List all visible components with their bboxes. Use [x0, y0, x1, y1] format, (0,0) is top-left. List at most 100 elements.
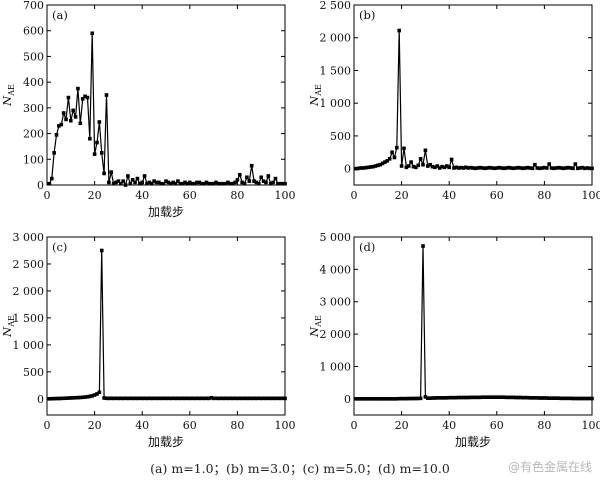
data-point — [202, 396, 206, 401]
data-point — [166, 396, 171, 401]
data-point — [140, 180, 144, 185]
data-point — [373, 397, 378, 401]
data-point — [580, 396, 585, 401]
y-tick-label: 600 — [23, 25, 44, 38]
x-tick-label: 0 — [44, 419, 51, 432]
y-tick-label: 2 500 — [320, 0, 352, 12]
x-tick-label: 100 — [582, 189, 600, 202]
data-point — [564, 166, 568, 170]
data-point — [456, 395, 461, 400]
data-point — [142, 174, 147, 178]
data-point — [397, 28, 402, 33]
data-point — [104, 93, 109, 97]
data-point — [402, 146, 406, 151]
data-point — [385, 158, 390, 163]
data-point — [276, 181, 280, 186]
y-tick-label: 0 — [344, 393, 351, 406]
y-tick-label: 0 — [37, 179, 44, 192]
data-point — [509, 166, 513, 170]
series-line — [356, 30, 592, 170]
data-point — [57, 124, 61, 128]
data-point — [157, 396, 161, 401]
data-point — [173, 181, 178, 186]
data-point — [525, 395, 530, 400]
data-point — [178, 181, 183, 186]
data-point — [354, 397, 359, 401]
y-tick-label: 2 000 — [320, 32, 352, 45]
data-point — [126, 174, 130, 178]
data-point — [454, 165, 459, 170]
data-point — [283, 396, 287, 401]
data-point — [126, 396, 130, 401]
data-point — [249, 163, 254, 168]
data-point — [466, 166, 471, 170]
data-point — [428, 396, 432, 400]
data-point — [123, 183, 128, 187]
data-point — [116, 179, 121, 183]
data-point — [464, 165, 468, 170]
data-point — [197, 180, 202, 185]
data-point — [533, 396, 537, 400]
data-point — [173, 396, 178, 401]
data-point — [378, 162, 382, 167]
data-point — [221, 396, 225, 401]
data-point — [180, 396, 185, 401]
data-point — [585, 166, 590, 170]
x-tick-label: 60 — [490, 419, 504, 432]
data-point — [171, 180, 175, 185]
data-point — [485, 395, 490, 399]
data-point — [399, 164, 404, 168]
data-point — [416, 163, 421, 168]
data-point — [480, 395, 485, 399]
data-point — [402, 396, 406, 401]
data-point — [528, 166, 532, 170]
y-tick-label: 4 000 — [320, 263, 352, 276]
y-tick-label: 0 — [37, 393, 44, 406]
data-point — [85, 95, 90, 100]
data-point — [152, 396, 156, 401]
data-point — [221, 181, 225, 186]
data-point — [197, 396, 202, 401]
data-point — [504, 395, 509, 400]
data-point — [111, 181, 116, 186]
data-point — [404, 165, 409, 170]
data-point — [218, 181, 223, 186]
data-point — [356, 166, 361, 171]
data-point — [409, 396, 413, 401]
data-point — [176, 396, 180, 401]
data-point — [445, 396, 449, 400]
data-point — [364, 397, 368, 401]
data-point — [266, 396, 271, 401]
data-point — [233, 180, 237, 185]
data-point — [230, 396, 235, 401]
data-point — [159, 181, 164, 186]
data-point — [214, 180, 218, 185]
data-point — [59, 396, 64, 401]
data-point — [107, 396, 111, 401]
data-point — [71, 396, 75, 400]
data-point — [537, 166, 542, 171]
data-point — [373, 164, 378, 168]
data-point — [544, 166, 549, 170]
data-point — [535, 166, 540, 170]
x-tick-label: 60 — [183, 419, 197, 432]
data-point — [495, 166, 499, 170]
x-tick-label: 100 — [275, 419, 296, 432]
data-point — [506, 395, 511, 400]
y-tick-label: 1 500 — [320, 64, 352, 77]
x-axis-label: 加载步 — [148, 435, 184, 449]
data-point — [199, 181, 204, 186]
data-point — [245, 175, 249, 180]
data-point — [554, 396, 559, 400]
data-point — [223, 181, 228, 186]
x-tick-label: 60 — [183, 189, 197, 202]
data-point — [99, 151, 104, 155]
data-point — [171, 396, 175, 401]
data-point — [376, 163, 380, 168]
data-point — [118, 181, 123, 186]
data-point — [228, 396, 233, 401]
data-point — [135, 396, 140, 401]
data-point — [575, 166, 580, 171]
data-point — [583, 396, 587, 401]
data-point — [366, 165, 371, 170]
